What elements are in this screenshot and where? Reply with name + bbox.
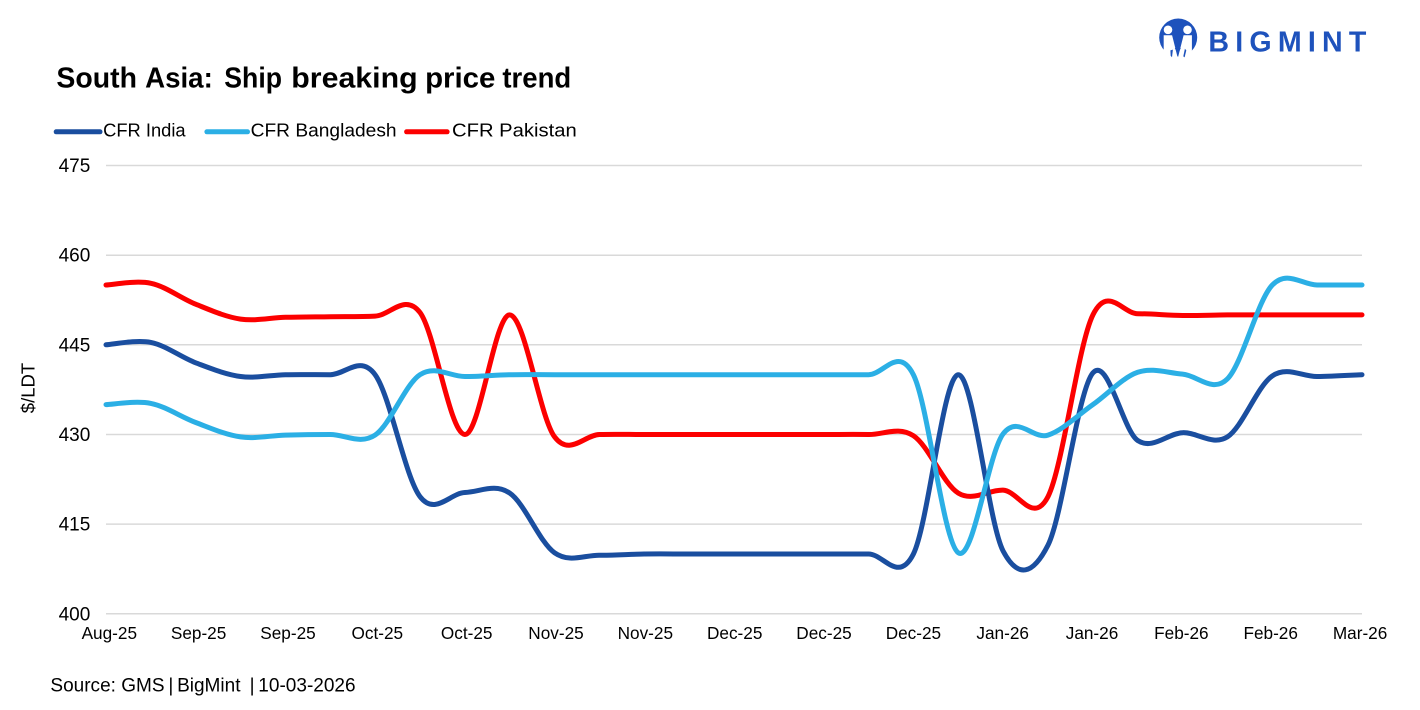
svg-text:475: 475	[59, 156, 91, 177]
svg-text:CFR India: CFR India	[103, 120, 187, 140]
svg-text:South: South	[56, 62, 137, 94]
svg-text:Dec-25: Dec-25	[886, 623, 941, 643]
svg-text:400: 400	[59, 604, 91, 625]
svg-text:Asia:: Asia:	[145, 62, 213, 94]
svg-text:Dec-25: Dec-25	[796, 623, 851, 643]
svg-text:460: 460	[59, 246, 91, 267]
svg-text:Feb-26: Feb-26	[1154, 623, 1208, 643]
svg-text:Mar-26: Mar-26	[1333, 623, 1387, 643]
svg-text:price: price	[425, 62, 495, 94]
svg-text:trend: trend	[502, 62, 571, 94]
svg-text:Oct-25: Oct-25	[441, 623, 493, 643]
svg-text:445: 445	[59, 335, 91, 356]
svg-text:Source: GMS | BigMint | 10-03: Source: GMS | BigMint | 10-03-2026	[50, 675, 355, 697]
svg-text:breaking: breaking	[291, 62, 417, 94]
svg-text:Dec-25: Dec-25	[707, 623, 762, 643]
svg-text:CFR Bangladesh: CFR Bangladesh	[251, 120, 397, 140]
svg-text:Nov-25: Nov-25	[528, 623, 583, 643]
svg-text:Sep-25: Sep-25	[171, 623, 226, 643]
svg-text:$/LDT: $/LDT	[18, 363, 39, 413]
svg-text:CFR Pakistan: CFR Pakistan	[452, 120, 577, 140]
svg-text:Feb-26: Feb-26	[1243, 623, 1297, 643]
svg-text:Nov-25: Nov-25	[618, 623, 673, 643]
svg-text:430: 430	[59, 425, 91, 446]
svg-text:Oct-25: Oct-25	[352, 623, 404, 643]
svg-text:Aug-25: Aug-25	[82, 623, 137, 643]
svg-text:BIGMINT: BIGMINT	[1208, 27, 1372, 59]
svg-text:Jan-26: Jan-26	[1066, 623, 1119, 643]
svg-text:Ship: Ship	[224, 62, 282, 94]
svg-text:415: 415	[59, 515, 91, 536]
svg-text:Jan-26: Jan-26	[976, 623, 1029, 643]
svg-text:Sep-25: Sep-25	[260, 623, 315, 643]
